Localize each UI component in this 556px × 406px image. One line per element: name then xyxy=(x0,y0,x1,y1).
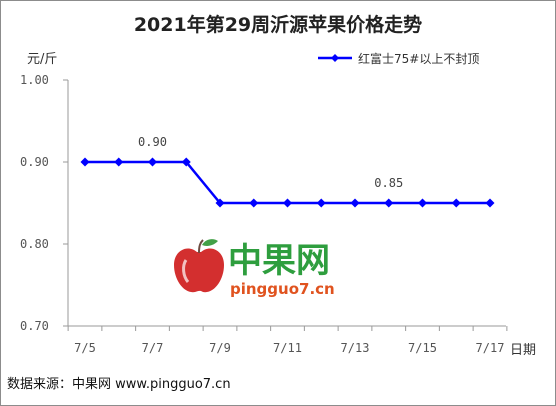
x-tick-label: 7/13 xyxy=(341,341,370,355)
data-point xyxy=(114,157,124,167)
y-tick-label: 0.90 xyxy=(20,155,49,169)
data-label: 0.85 xyxy=(374,176,403,190)
x-tick-label: 7/15 xyxy=(408,341,437,355)
y-tick-label: 0.80 xyxy=(20,237,49,251)
data-point xyxy=(485,198,495,208)
series-line xyxy=(85,160,490,205)
x-tick-label: 7/17 xyxy=(476,341,505,355)
data-source: 数据来源：中果网 www.pingguo7.cn xyxy=(7,377,231,392)
x-axis-unit: 日期 xyxy=(510,343,537,358)
legend-line-marker xyxy=(318,54,352,62)
data-point xyxy=(181,157,191,167)
x-tick-label: 7/9 xyxy=(209,341,231,355)
watermark-logo: 中果网 pingguo7.cn xyxy=(174,239,335,298)
y-tick-label: 1.00 xyxy=(20,73,49,87)
data-point xyxy=(148,157,157,167)
x-tick-label: 7/7 xyxy=(142,341,164,355)
y-axis-unit: 元/斤 xyxy=(27,52,58,67)
data-point xyxy=(316,198,326,208)
data-point xyxy=(384,198,394,208)
data-point xyxy=(215,198,225,208)
data-point xyxy=(451,198,461,208)
x-tick-label: 7/5 xyxy=(74,341,96,355)
chart-title: 2021年第29周沂源苹果价格走势 xyxy=(133,14,423,36)
data-point xyxy=(418,198,427,208)
y-tick-label: 0.70 xyxy=(20,319,49,333)
data-point xyxy=(80,157,90,167)
data-point xyxy=(249,198,259,208)
watermark-en-text: pingguo7.cn xyxy=(230,280,335,298)
watermark-cn-text: 中果网 xyxy=(228,241,330,281)
data-label: 0.90 xyxy=(138,135,167,149)
apple-logo-icon xyxy=(174,239,224,293)
data-point xyxy=(283,198,292,208)
legend-label: 红富士75#以上不封顶 xyxy=(358,52,480,66)
data-point xyxy=(350,198,360,208)
x-tick-label: 7/11 xyxy=(273,341,302,355)
